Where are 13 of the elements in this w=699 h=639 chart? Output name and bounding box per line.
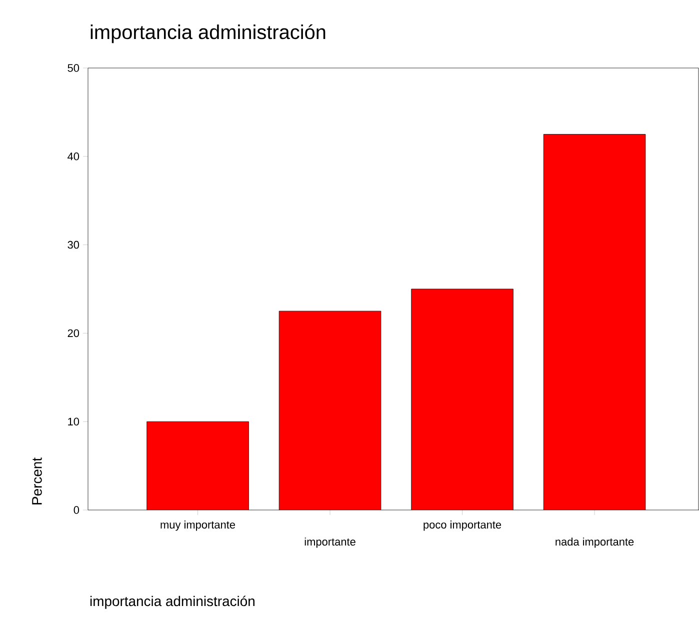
y-tick-label: 50 <box>68 64 80 72</box>
x-tick-label: poco importante <box>424 520 502 531</box>
y-tick-label: 10 <box>68 418 80 426</box>
y-tick-label: 20 <box>68 329 80 338</box>
y-tick-label: 30 <box>68 240 80 249</box>
x-tick-label: muy importante <box>160 520 236 531</box>
y-axis-title: Percent <box>32 458 42 504</box>
y-tick-label: 0 <box>74 506 80 514</box>
x-axis-title: importancia administración <box>90 596 254 609</box>
y-tick-label: 40 <box>68 152 80 160</box>
chart-title: importancia administración <box>90 24 326 44</box>
x-tick-label: importante <box>304 538 356 548</box>
x-tick-label: nada importante <box>556 538 634 548</box>
